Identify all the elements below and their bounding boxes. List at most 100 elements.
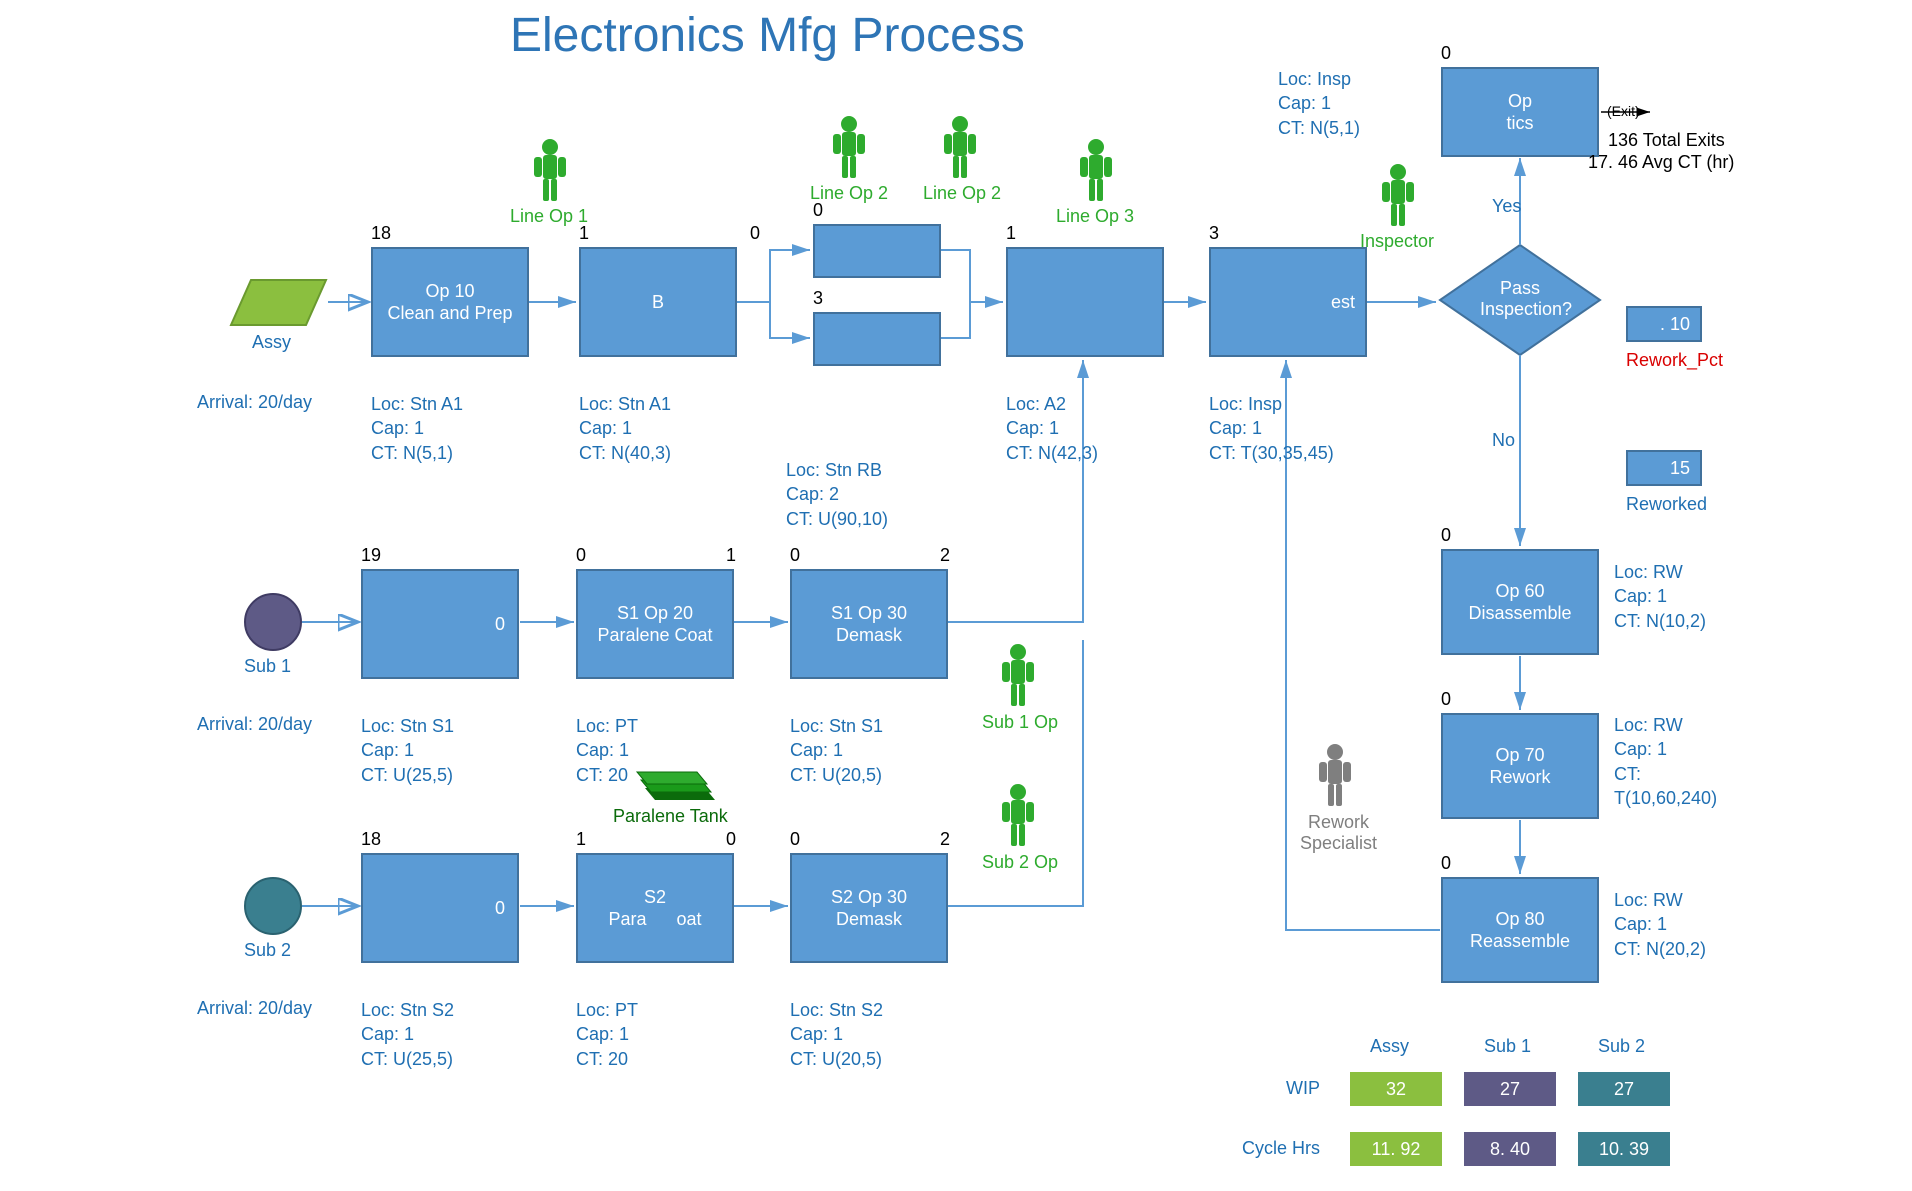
sub1op-label: Sub 1 Op [982, 712, 1058, 733]
op80-box: Op 80 Reassemble [1441, 877, 1599, 983]
op15-info: Loc: Stn A1 Cap: 1 CT: N(40,3) [579, 392, 671, 465]
sub1-label: Sub 1 [244, 656, 291, 677]
op15-label: B [652, 291, 664, 314]
op40-info: Loc: A2 Cap: 1 CT: N(42,3) [1006, 392, 1098, 465]
op60-label: Op 60 Disassemble [1468, 580, 1571, 625]
s1op10-count: 19 [361, 545, 381, 566]
sub1op-icon [1002, 644, 1034, 706]
stat-cycle-assy: 11. 92 [1350, 1132, 1442, 1166]
s2op10-info: Loc: Stn S2 Cap: 1 CT: U(25,5) [361, 998, 454, 1071]
s2op20-label: S2 Para oat [608, 886, 701, 931]
inspector-icon [1382, 164, 1414, 226]
op20-info: Loc: Stn RB Cap: 2 CT: U(90,10) [786, 458, 888, 531]
paralene-tank-icon [637, 772, 715, 800]
exit-avgct: 17. 46 Avg CT (hr) [1588, 152, 1734, 173]
op70-box: Op 70 Rework [1441, 713, 1599, 819]
sub2-arrival: Arrival: 20/day [197, 998, 312, 1019]
exit-label: (Exit) [1607, 103, 1640, 119]
op60-info: Loc: RW Cap: 1 CT: N(10,2) [1614, 560, 1706, 633]
op40-box [1006, 247, 1164, 357]
opexit-info: Loc: Insp Cap: 1 CT: N(5,1) [1278, 67, 1360, 140]
reworkspec-icon [1319, 744, 1351, 806]
stat-wip-sub2: 27 [1578, 1072, 1670, 1106]
assy-label: Assy [252, 332, 291, 353]
sub2op-icon [1002, 784, 1034, 846]
stat-hdr-assy: Assy [1370, 1036, 1409, 1057]
reworkspec-label: Rework Specialist [1300, 812, 1377, 854]
op50-info: Loc: Insp Cap: 1 CT: T(30,35,45) [1209, 392, 1334, 465]
s1op10-label: 0 [495, 613, 505, 636]
stat-hdr-sub2: Sub 2 [1598, 1036, 1645, 1057]
op70-count: 0 [1441, 689, 1451, 710]
op15-box: B [579, 247, 737, 357]
page-title: Electronics Mfg Process [510, 8, 1025, 63]
exit-total: 136 Total Exits [1608, 130, 1725, 151]
s1op20-label: S1 Op 20 Paralene Coat [597, 602, 712, 647]
op80-count: 0 [1441, 853, 1451, 874]
op20bot-count: 3 [813, 288, 823, 309]
op60-count: 0 [1441, 525, 1451, 546]
s2op20-count2: 0 [726, 829, 736, 850]
op60-box: Op 60 Disassemble [1441, 549, 1599, 655]
stat-row-cycle: Cycle Hrs [1210, 1138, 1320, 1159]
no-label: No [1492, 430, 1515, 451]
lineop2b-icon [944, 116, 976, 178]
lineop2a-icon [833, 116, 865, 178]
op20top-count: 0 [813, 200, 823, 221]
op80-label: Op 80 Reassemble [1470, 908, 1570, 953]
s2op30-info: Loc: Stn S2 Cap: 1 CT: U(20,5) [790, 998, 883, 1071]
stat-cycle-sub2: 10. 39 [1578, 1132, 1670, 1166]
s1op20-box: S1 Op 20 Paralene Coat [576, 569, 734, 679]
s1op30-count2: 2 [940, 545, 950, 566]
lineop3-label: Line Op 3 [1056, 206, 1134, 227]
op70-label: Op 70 Rework [1489, 744, 1550, 789]
op20-count2: 0 [750, 223, 760, 244]
op40-count: 1 [1006, 223, 1016, 244]
sub1-arrival: Arrival: 20/day [197, 714, 312, 735]
reworkpct-val: . 10 [1660, 313, 1690, 336]
s2op20-count: 1 [576, 829, 586, 850]
lineop1-label: Line Op 1 [510, 206, 588, 227]
s1op20-count2: 1 [726, 545, 736, 566]
s1op30-label: S1 Op 30 Demask [831, 602, 907, 647]
op20bot-box [813, 312, 941, 366]
op20top-box [813, 224, 941, 278]
s1op10-box: 0 [361, 569, 519, 679]
sub2-entity-icon [245, 878, 301, 934]
op10-label: Op 10 Clean and Prep [387, 280, 512, 325]
s2op20-box: S2 Para oat [576, 853, 734, 963]
reworkpct-label: Rework_Pct [1626, 350, 1723, 371]
op70-info: Loc: RW Cap: 1 CT: T(10,60,240) [1614, 713, 1717, 810]
lineop1-icon [534, 139, 566, 201]
s2op10-box: 0 [361, 853, 519, 963]
s1op30-count: 0 [790, 545, 800, 566]
stat-cycle-sub1: 8. 40 [1464, 1132, 1556, 1166]
s2op30-box: S2 Op 30 Demask [790, 853, 948, 963]
op50-box: est [1209, 247, 1367, 357]
reworked-label: Reworked [1626, 494, 1707, 515]
s1op20-info: Loc: PT Cap: 1 CT: 20 [576, 714, 638, 787]
s1op20-count: 0 [576, 545, 586, 566]
stat-hdr-sub1: Sub 1 [1484, 1036, 1531, 1057]
diagram-canvas: Electronics Mfg Process [0, 0, 1912, 1191]
op15-count: 1 [579, 223, 589, 244]
s2op30-count: 0 [790, 829, 800, 850]
paralenetank-label: Paralene Tank [613, 806, 728, 827]
sub2-label: Sub 2 [244, 940, 291, 961]
reworked-box: 15 [1626, 450, 1702, 486]
s1op30-box: S1 Op 30 Demask [790, 569, 948, 679]
stat-wip-assy: 32 [1350, 1072, 1442, 1106]
reworked-val: 15 [1670, 457, 1690, 480]
assy-arrival: Arrival: 20/day [197, 392, 312, 413]
sub2op-label: Sub 2 Op [982, 852, 1058, 873]
stat-row-wip: WIP [1210, 1078, 1320, 1099]
opexit-box: Op tics [1441, 67, 1599, 157]
op80-info: Loc: RW Cap: 1 CT: N(20,2) [1614, 888, 1706, 961]
s2op10-label: 0 [495, 897, 505, 920]
s1op10-info: Loc: Stn S1 Cap: 1 CT: U(25,5) [361, 714, 454, 787]
opexit-count: 0 [1441, 43, 1451, 64]
op50-count: 3 [1209, 223, 1219, 244]
op10-box: Op 10 Clean and Prep [371, 247, 529, 357]
s2op10-count: 18 [361, 829, 381, 850]
s2op20-info: Loc: PT Cap: 1 CT: 20 [576, 998, 638, 1071]
